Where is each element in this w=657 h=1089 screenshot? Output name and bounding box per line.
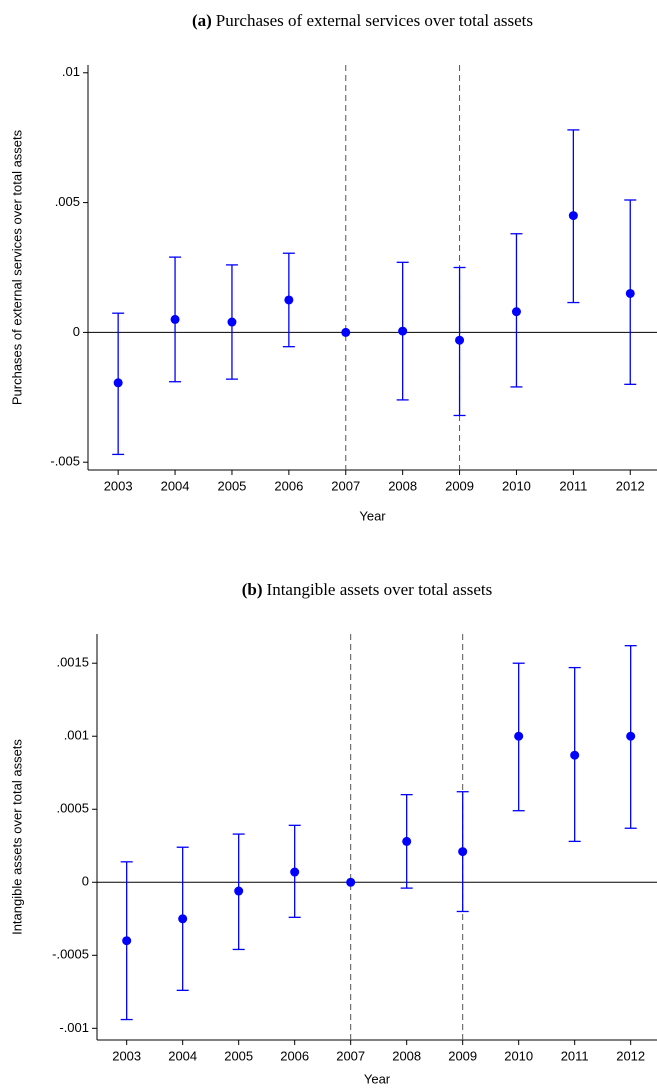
y-tick-label: 0 bbox=[73, 324, 80, 339]
point-estimate bbox=[514, 731, 524, 741]
x-tick-label: 2007 bbox=[336, 1048, 365, 1063]
x-axis-label: Year bbox=[359, 508, 386, 523]
point-estimate bbox=[458, 847, 468, 857]
title-text: Purchases of external services over tota… bbox=[216, 11, 533, 30]
chart-title: (b) Intangible assets over total assets bbox=[242, 580, 492, 599]
point-estimate bbox=[625, 288, 635, 298]
point-estimate bbox=[455, 335, 465, 345]
x-tick-label: 2009 bbox=[448, 1048, 477, 1063]
x-tick-label: 2012 bbox=[616, 1048, 645, 1063]
x-tick-label: 2003 bbox=[104, 478, 133, 493]
x-tick-label: 2004 bbox=[161, 478, 190, 493]
point-estimate bbox=[398, 326, 408, 336]
point-estimate bbox=[511, 307, 521, 317]
point-estimate bbox=[227, 317, 237, 327]
y-tick-label: -.0005 bbox=[52, 947, 89, 962]
x-tick-label: 2012 bbox=[616, 478, 645, 493]
x-tick-label: 2008 bbox=[392, 1048, 421, 1063]
y-tick-label: 0 bbox=[82, 874, 89, 889]
chart-panel: (a) Purchases of external services over t… bbox=[9, 11, 657, 523]
point-estimate bbox=[568, 211, 578, 221]
x-tick-label: 2003 bbox=[112, 1048, 141, 1063]
y-tick-label: -.005 bbox=[50, 454, 80, 469]
y-tick-label: .0005 bbox=[56, 801, 89, 816]
point-estimate bbox=[402, 836, 412, 846]
point-estimate bbox=[626, 731, 636, 741]
title-label: (a) bbox=[192, 11, 212, 30]
x-tick-label: 2011 bbox=[561, 1048, 589, 1063]
y-tick-label: .01 bbox=[62, 64, 80, 79]
x-tick-label: 2006 bbox=[280, 1048, 309, 1063]
point-estimate bbox=[346, 877, 356, 887]
y-axis-label: Intangible assets over total assets bbox=[9, 739, 24, 935]
y-tick-label: -.001 bbox=[59, 1020, 89, 1035]
y-axis-label: Purchases of external services over tota… bbox=[9, 129, 24, 405]
point-estimate bbox=[341, 327, 351, 337]
point-estimate bbox=[178, 914, 188, 924]
x-tick-label: 2005 bbox=[217, 478, 246, 493]
point-estimate bbox=[290, 867, 300, 877]
x-tick-label: 2005 bbox=[224, 1048, 253, 1063]
chart-title: (a) Purchases of external services over t… bbox=[192, 11, 533, 30]
point-estimate bbox=[170, 314, 180, 324]
point-estimate bbox=[234, 886, 244, 896]
x-tick-label: 2008 bbox=[388, 478, 417, 493]
y-tick-label: .001 bbox=[64, 728, 89, 743]
x-tick-label: 2010 bbox=[502, 478, 531, 493]
x-tick-label: 2010 bbox=[504, 1048, 533, 1063]
y-tick-label: .005 bbox=[55, 194, 80, 209]
x-tick-label: 2004 bbox=[168, 1048, 197, 1063]
title-text: Intangible assets over total assets bbox=[267, 580, 493, 599]
point-estimate bbox=[570, 750, 580, 760]
point-estimate bbox=[284, 295, 294, 305]
point-estimate bbox=[113, 378, 123, 388]
x-tick-label: 2007 bbox=[331, 478, 360, 493]
x-tick-label: 2011 bbox=[559, 478, 587, 493]
title-label: (b) bbox=[242, 580, 263, 599]
x-axis-label: Year bbox=[364, 1071, 391, 1086]
x-tick-label: 2006 bbox=[274, 478, 303, 493]
x-tick-label: 2009 bbox=[445, 478, 474, 493]
chart-panel: (b) Intangible assets over total assetsYe… bbox=[9, 580, 657, 1086]
y-tick-label: .0015 bbox=[56, 655, 89, 670]
point-estimate bbox=[122, 936, 132, 946]
